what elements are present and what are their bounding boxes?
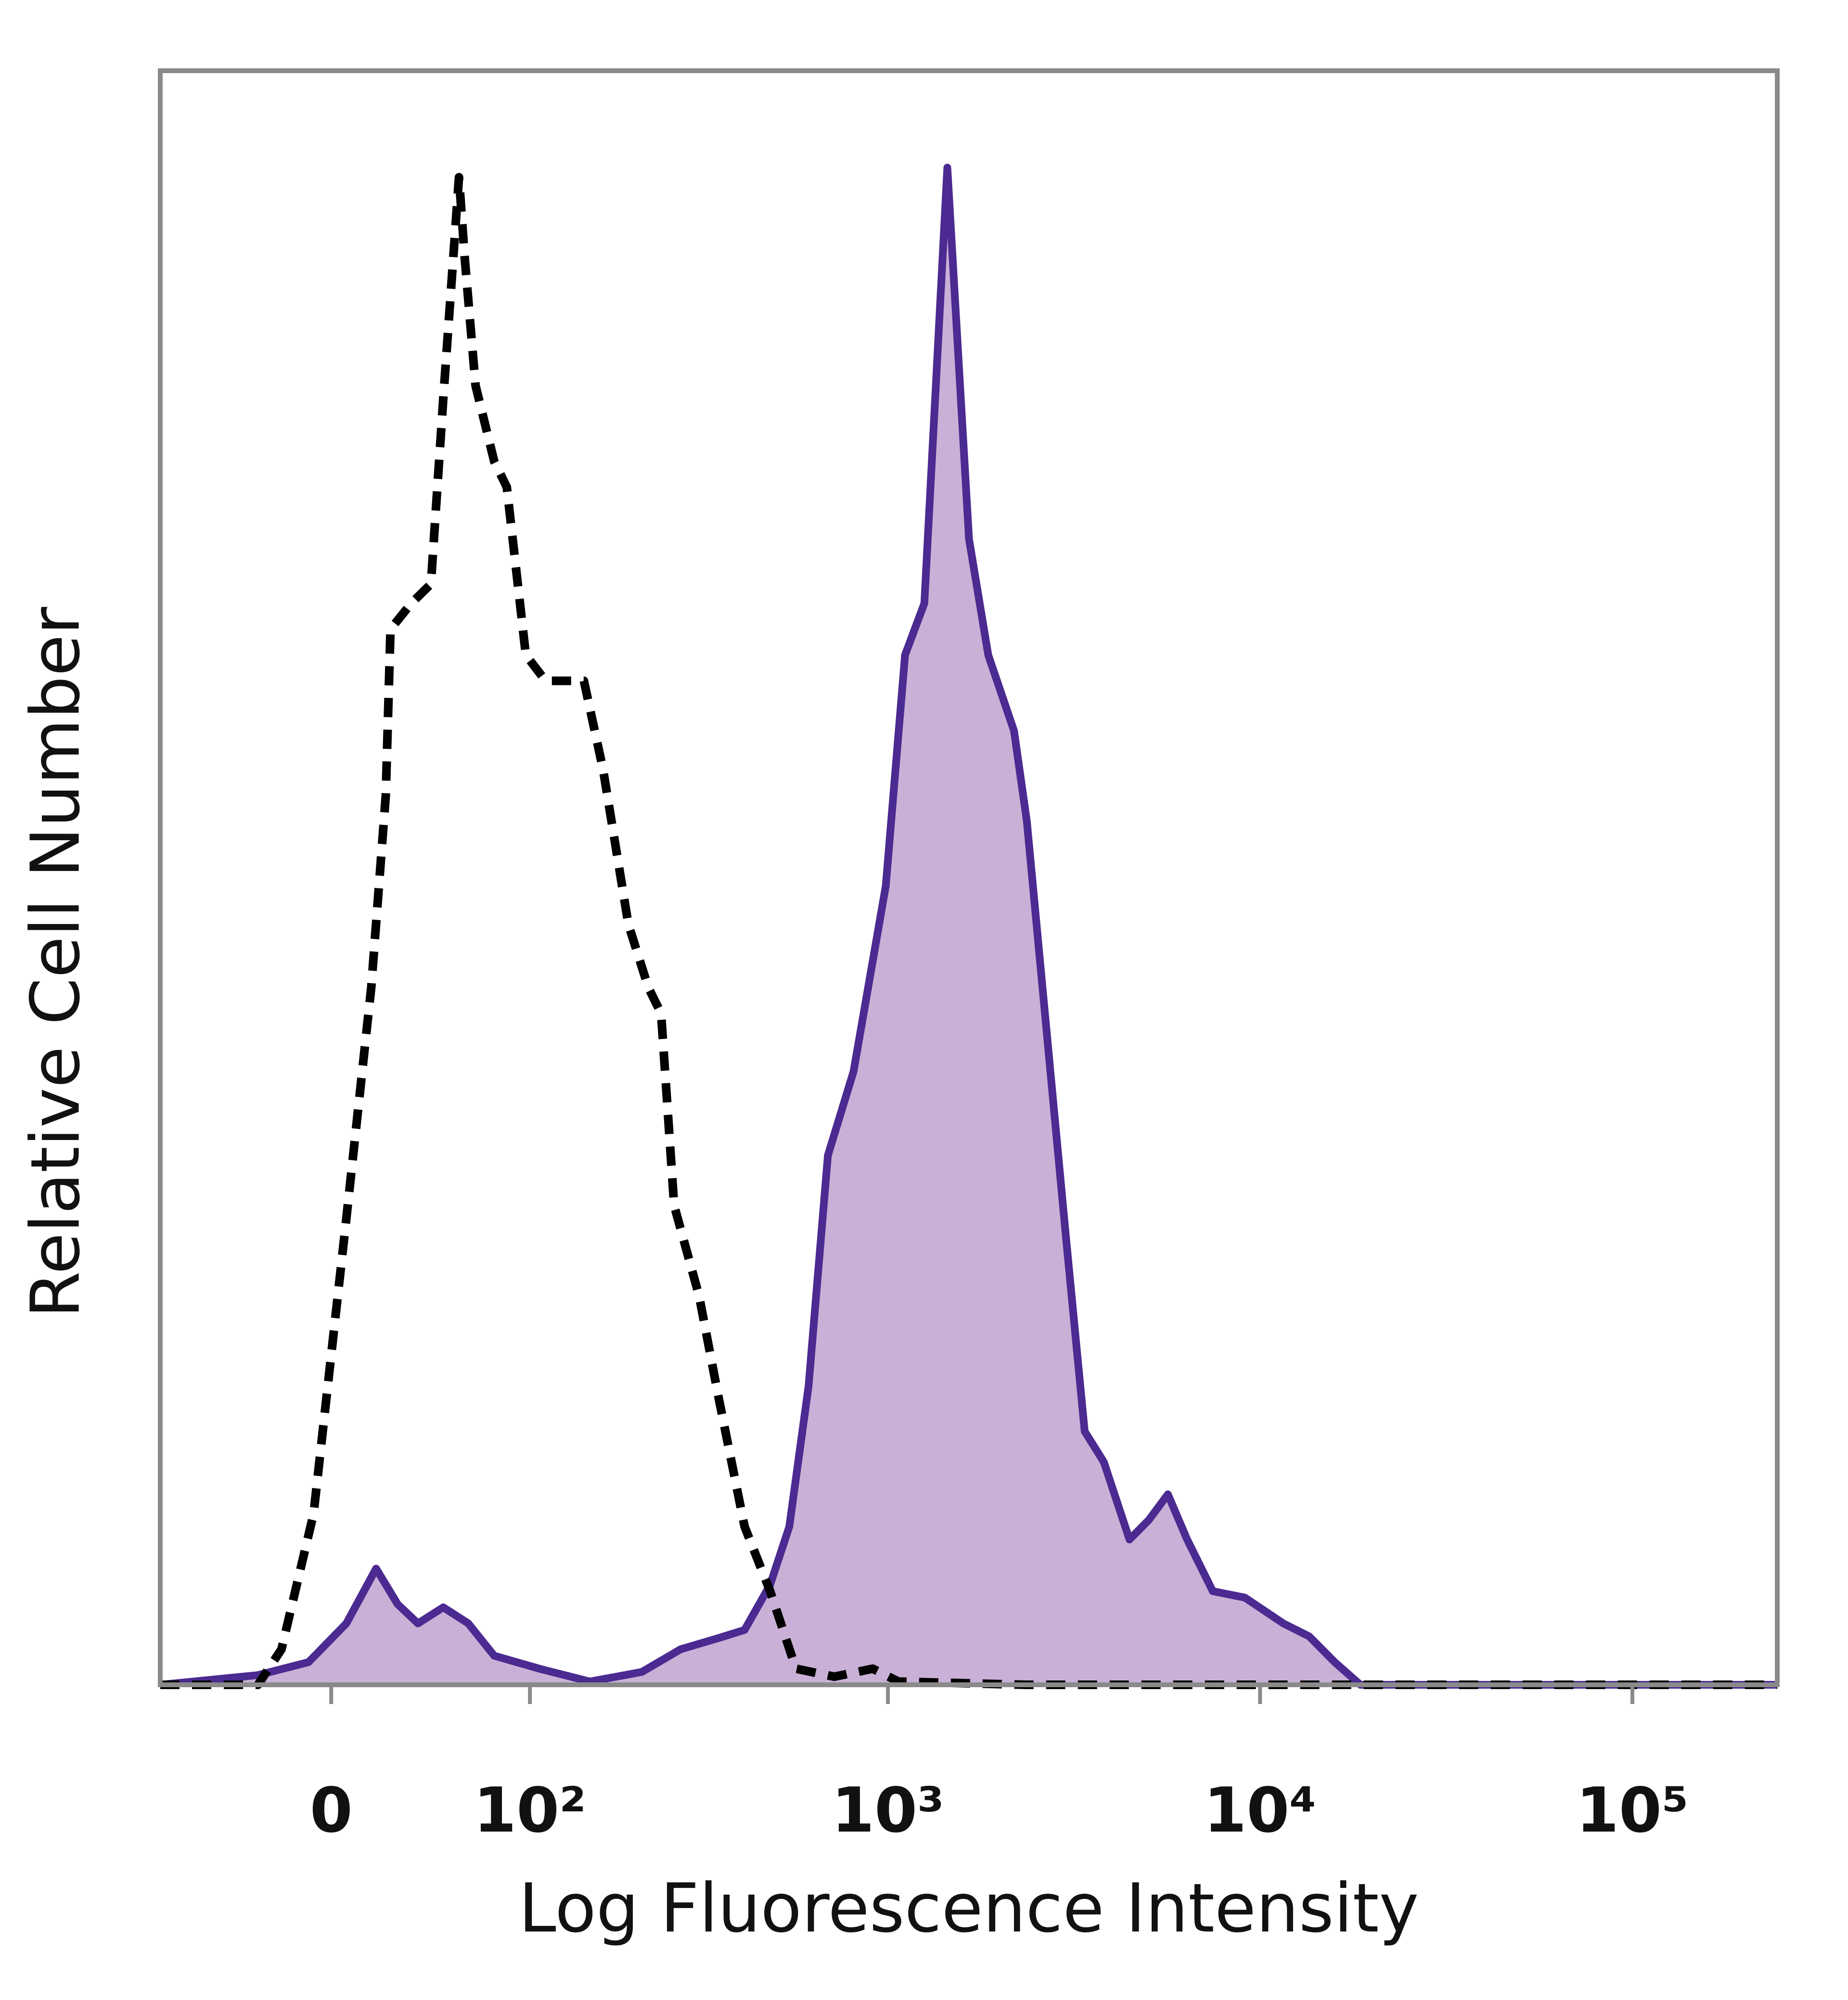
- x-tick-label: 10⁴: [1204, 1775, 1316, 1846]
- x-tick-label: 10⁵: [1576, 1775, 1689, 1846]
- y-axis-title: Relative Cell Number: [17, 607, 95, 1318]
- x-tick-label: 10²: [474, 1775, 586, 1846]
- histogram-area: [160, 167, 1777, 1685]
- x-axis-title: Log Fluorescence Intensity: [519, 1870, 1419, 1948]
- x-tick-label: 0: [310, 1775, 353, 1846]
- plot-area: [160, 164, 1777, 1689]
- plot-frame: [158, 68, 1780, 1687]
- histogram-line: [160, 164, 1777, 1689]
- x-tick-label: 10³: [832, 1775, 944, 1846]
- histogram-line-dashed: [160, 173, 1777, 1689]
